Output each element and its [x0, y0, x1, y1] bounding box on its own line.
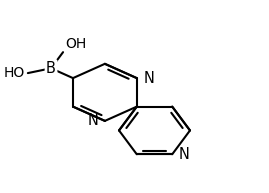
Text: B: B [46, 61, 56, 76]
Text: OH: OH [65, 36, 86, 51]
Text: HO: HO [4, 66, 25, 80]
Text: N: N [179, 147, 190, 162]
Text: N: N [87, 113, 98, 128]
Text: N: N [143, 71, 154, 86]
